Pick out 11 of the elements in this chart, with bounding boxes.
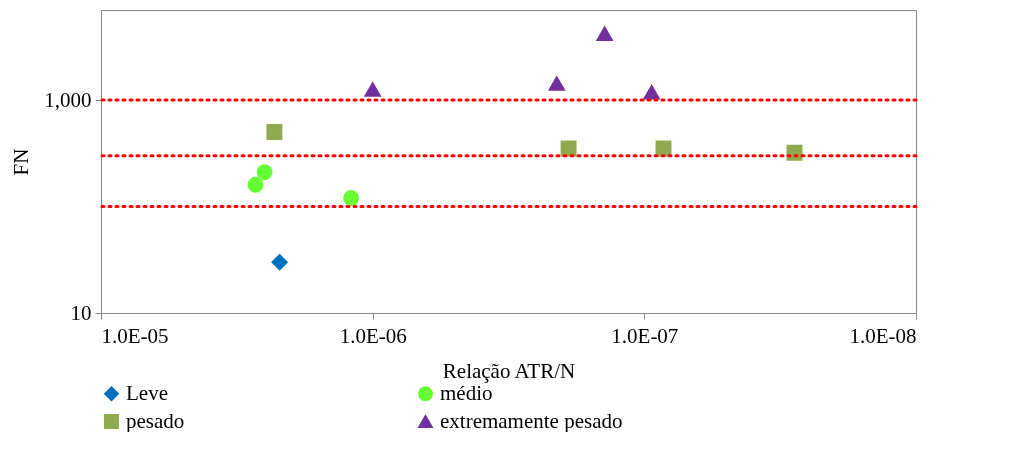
y-tick-label: 1,000 xyxy=(44,87,92,112)
legend-label: extremamente pesado xyxy=(440,408,623,433)
y-axis-title: FN xyxy=(9,148,34,176)
x-tick-label: 1.0E-07 xyxy=(611,323,679,348)
legend-label: pesado xyxy=(126,408,185,433)
x-tick-label: 1.0E-08 xyxy=(849,323,917,348)
y-tick-label: 10 xyxy=(70,300,92,325)
x-axis-title: Relação ATR/N xyxy=(442,358,576,383)
legend-label: Leve xyxy=(126,380,168,405)
x-tick-label: 1.0E-06 xyxy=(339,323,407,348)
x-tick-label: 1.0E-05 xyxy=(101,323,169,348)
